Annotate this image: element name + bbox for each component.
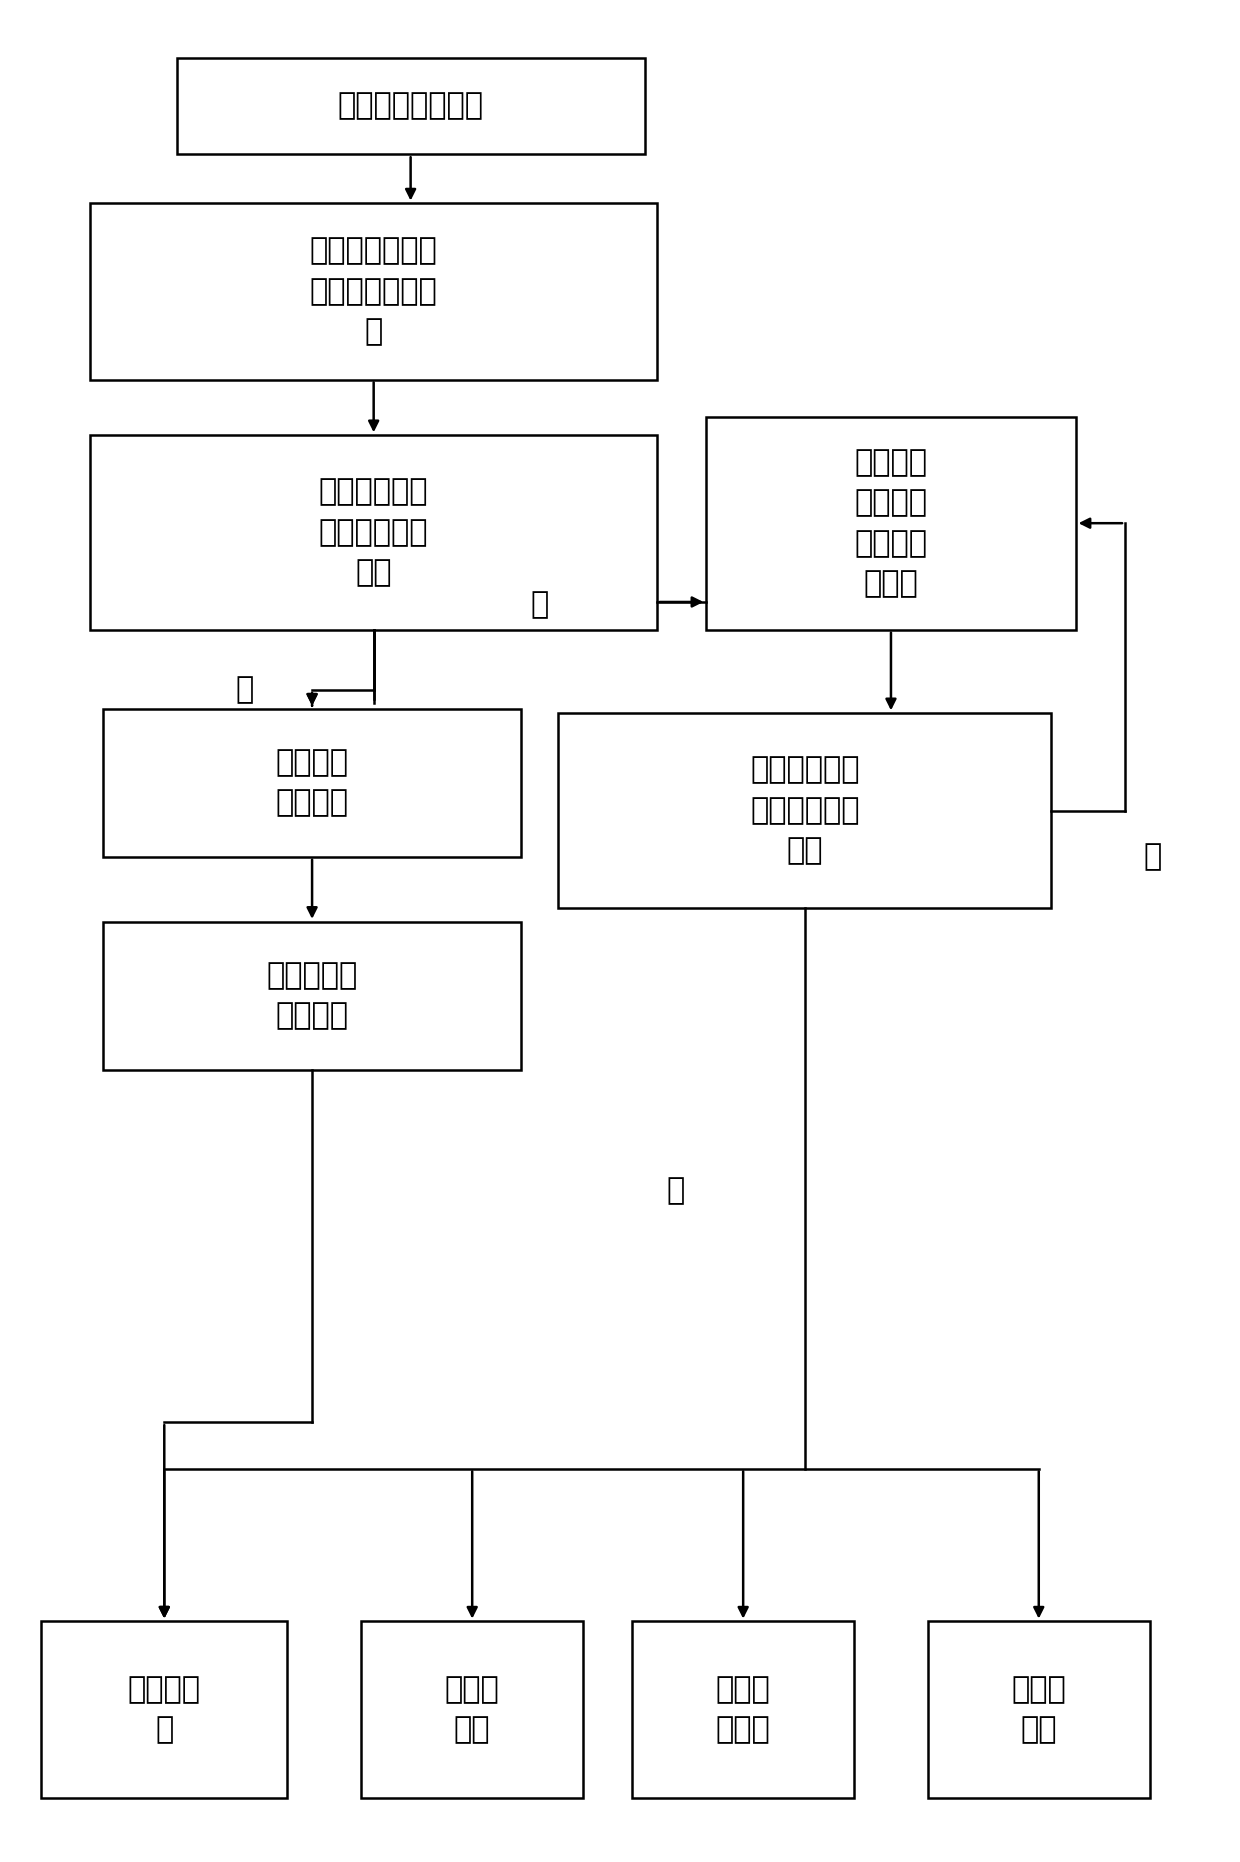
- Text: 指示灯
亮起: 指示灯 亮起: [445, 1674, 500, 1745]
- Bar: [103, 922, 522, 1071]
- Bar: [103, 709, 522, 857]
- Text: 是: 是: [666, 1177, 684, 1205]
- Bar: [91, 203, 657, 380]
- Bar: [632, 1622, 854, 1797]
- Bar: [41, 1622, 288, 1797]
- Bar: [361, 1622, 583, 1797]
- Text: 通过显示器
显示报警: 通过显示器 显示报警: [267, 961, 357, 1032]
- Text: 电磁阀关
闭: 电磁阀关 闭: [128, 1674, 201, 1745]
- Text: 通风电
机启动: 通风电 机启动: [715, 1674, 770, 1745]
- Text: 蜂鸣器
响起: 蜂鸣器 响起: [1012, 1674, 1066, 1745]
- Bar: [558, 713, 1052, 909]
- Bar: [176, 58, 645, 155]
- Bar: [91, 436, 657, 629]
- Text: 燃气浓度是否
超出严重基准
值？: 燃气浓度是否 超出严重基准 值？: [750, 756, 859, 866]
- Text: 将燃气浓
度与严重
基准值进
行比较: 将燃气浓 度与严重 基准值进 行比较: [854, 449, 928, 598]
- Text: 检测室内燃气浓度: 检测室内燃气浓度: [337, 91, 484, 121]
- Text: 燃气浓度是否
超出轻微基准
值？: 燃气浓度是否 超出轻微基准 值？: [319, 477, 428, 588]
- Text: 否: 否: [1143, 842, 1162, 871]
- Text: 将燃气浓度与轻
微基准值进行比
较: 将燃气浓度与轻 微基准值进行比 较: [310, 236, 438, 346]
- Bar: [707, 417, 1076, 629]
- Text: 否: 否: [531, 590, 549, 620]
- Text: 是: 是: [236, 676, 253, 704]
- Bar: [928, 1622, 1149, 1797]
- Text: 远程发送
给服务器: 远程发送 给服务器: [275, 749, 348, 817]
